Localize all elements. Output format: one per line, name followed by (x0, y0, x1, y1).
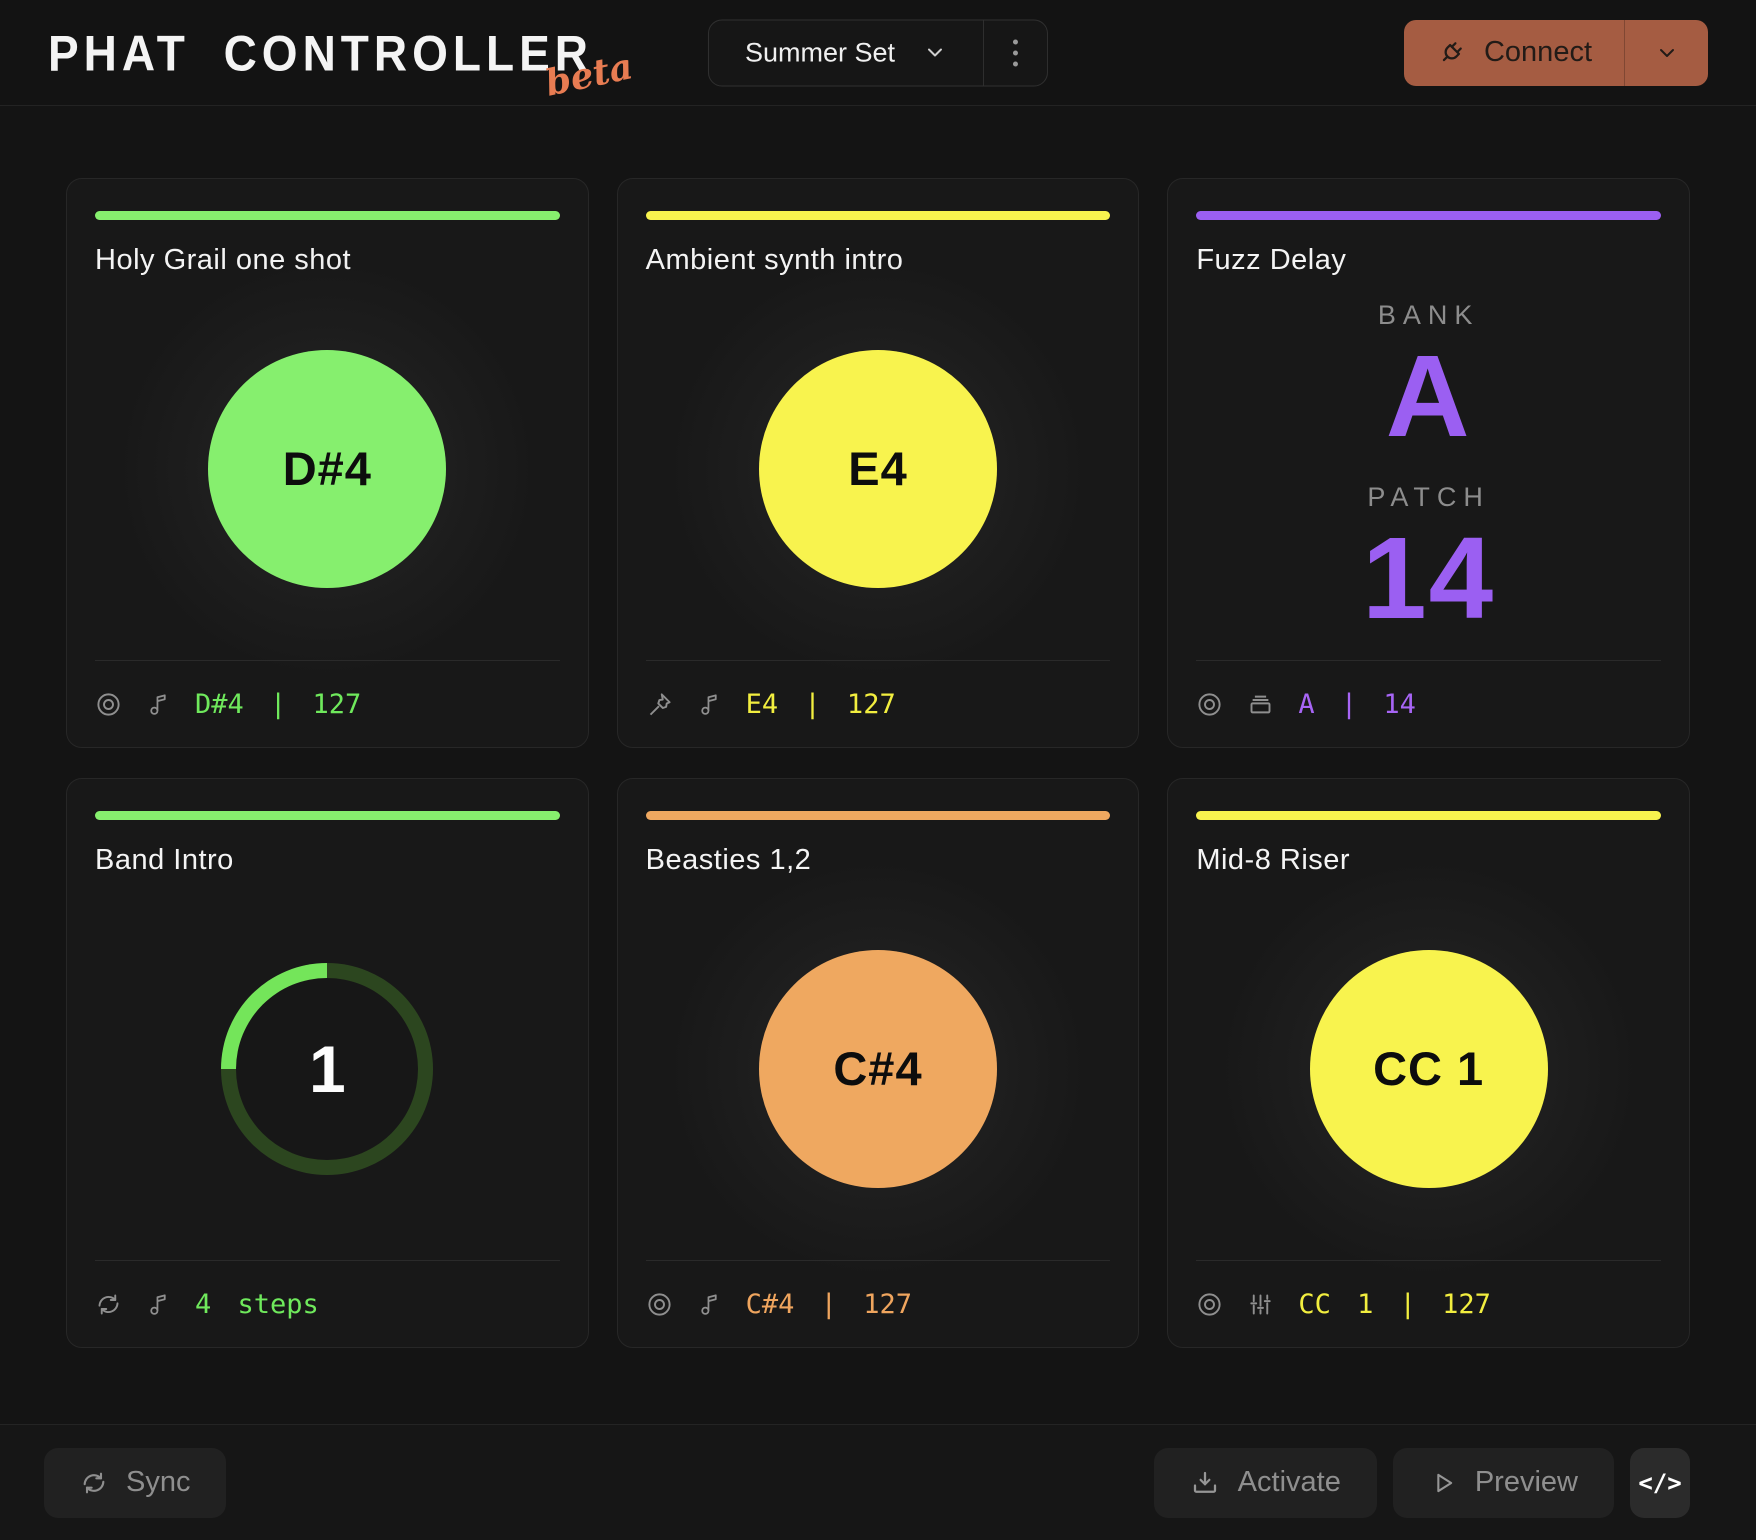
card-accent-bar (1196, 211, 1661, 220)
pad-grid: Holy Grail one shot D#4 D#4 | 127 Ambien… (0, 106, 1756, 1348)
preview-label: Preview (1474, 1466, 1578, 1498)
card-title: Band Intro (95, 844, 234, 876)
step-counter-value: 1 (308, 1031, 346, 1106)
pad-label: E4 (848, 442, 908, 495)
card-footer: 4 steps (95, 1260, 560, 1347)
music-note-icon (700, 693, 717, 715)
card-accent-bar (95, 211, 560, 220)
card-holy-grail[interactable]: Holy Grail one shot D#4 D#4 | 127 (66, 178, 589, 748)
chevron-down-icon (928, 48, 943, 57)
plug-icon (1442, 41, 1462, 61)
set-menu-button[interactable] (983, 20, 1047, 85)
connect-button[interactable]: Connect (1404, 20, 1624, 86)
target-icon (1198, 692, 1221, 716)
card-band-intro[interactable]: Band Intro 1 4 steps (66, 778, 589, 1348)
sliders-icon (1250, 1294, 1272, 1314)
target-icon (648, 1292, 671, 1316)
card-accent-bar (95, 811, 560, 820)
set-selector-group: Summer Set (707, 19, 1049, 86)
action-bar-right: Activate Preview </> (1153, 1447, 1690, 1518)
note-pad-button[interactable]: E4 (758, 349, 997, 588)
note-pad-button[interactable]: C#4 (758, 949, 997, 1188)
sync-label: Sync (126, 1466, 191, 1498)
music-note-icon (150, 693, 166, 715)
pad-label: C#4 (833, 1042, 923, 1095)
action-bar: Sync Activate Preview </> (0, 1424, 1756, 1540)
card-accent-bar (645, 211, 1111, 220)
card-body: E4 (637, 228, 1118, 709)
card-body: C#4 (637, 828, 1118, 1309)
set-selector-value: Summer Set (744, 37, 896, 67)
app-header: PHAT CONTROLLER beta Summer Set Connect (0, 0, 1756, 106)
bank-label: BANK (1377, 300, 1480, 331)
preview-button[interactable]: Preview (1392, 1447, 1614, 1518)
music-note-icon (700, 1293, 717, 1315)
connect-split-button: Connect (1403, 19, 1708, 86)
card-beasties[interactable]: Beasties 1,2 C#4 C#4 | 127 (616, 778, 1140, 1348)
cc-pad-button[interactable]: CC 1 (1309, 949, 1548, 1188)
card-accent-bar (1196, 811, 1661, 820)
patch-value: 14 (1362, 512, 1496, 643)
pin-icon (649, 692, 671, 715)
connect-label: Connect (1483, 36, 1592, 68)
repeat-icon (98, 1294, 119, 1314)
chevron-down-icon (1659, 48, 1674, 57)
target-icon (97, 692, 120, 716)
bank-patch-display: BANK A PATCH 14 (1196, 277, 1661, 660)
card-fuzz-delay[interactable]: Fuzz Delay BANK A PATCH 14 A | 14 (1167, 178, 1690, 748)
card-body: CC 1 (1188, 828, 1669, 1309)
bank-value: A (1385, 331, 1472, 462)
set-selector[interactable]: Summer Set (709, 20, 983, 85)
music-note-icon (150, 1293, 166, 1315)
patch-label: PATCH (1367, 481, 1490, 512)
code-icon: </> (1638, 1468, 1682, 1497)
app-title: PHAT CONTROLLER (48, 24, 594, 81)
pad-label: CC 1 (1373, 1042, 1485, 1095)
download-tray-icon (1193, 1471, 1216, 1493)
activate-button[interactable]: Activate (1153, 1447, 1377, 1518)
sync-button[interactable]: Sync (44, 1447, 227, 1518)
card-mid8-riser[interactable]: Mid-8 Riser CC 1 CC 1 | 127 (1167, 778, 1690, 1348)
sync-icon (83, 1472, 105, 1493)
card-footer: A | 14 (1196, 660, 1661, 747)
play-icon (1437, 1473, 1453, 1492)
step-progress-ring[interactable]: 1 (221, 962, 434, 1175)
target-icon (1198, 1292, 1221, 1316)
app-logo: PHAT CONTROLLER beta (48, 24, 636, 104)
pad-status: A | 14 (1298, 688, 1416, 720)
activate-label: Activate (1237, 1466, 1341, 1498)
card-body: 1 (95, 877, 560, 1260)
connect-options-button[interactable] (1624, 19, 1708, 86)
card-body: D#4 (87, 228, 567, 709)
card-title: Fuzz Delay (1196, 244, 1347, 276)
card-ambient-synth[interactable]: Ambient synth intro E4 E4 | 127 (616, 178, 1140, 748)
card-accent-bar (645, 811, 1111, 820)
kebab-icon (1013, 39, 1019, 44)
note-pad-button[interactable]: D#4 (208, 349, 447, 588)
pad-status: 4 steps (195, 1288, 319, 1320)
pad-label: D#4 (282, 442, 372, 495)
archive-icon (1250, 695, 1271, 713)
code-view-button[interactable]: </> (1630, 1447, 1690, 1518)
